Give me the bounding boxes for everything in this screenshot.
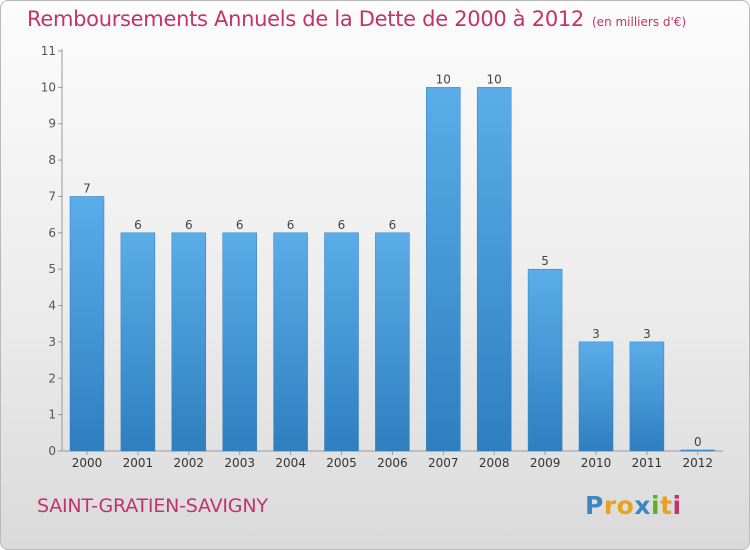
logo-letter: t <box>660 491 673 520</box>
y-tick-label: 10 <box>41 80 56 94</box>
bar-value-label: 3 <box>592 327 600 341</box>
x-tick-label: 2011 <box>632 456 663 470</box>
bar <box>426 87 461 452</box>
bar-value-label: 7 <box>83 181 91 195</box>
commune-name: SAINT-GRATIEN-SAVIGNY <box>37 495 268 517</box>
y-tick-label: 11 <box>41 44 56 58</box>
x-tick-label: 2009 <box>530 456 561 470</box>
y-tick-label: 0 <box>48 444 56 458</box>
bar <box>120 232 156 452</box>
bar <box>578 341 614 452</box>
x-tick-label: 2007 <box>428 456 459 470</box>
bar-value-label: 10 <box>436 72 451 86</box>
chart-title-text: Remboursements Annuels de la Dette de 20… <box>27 7 584 31</box>
bar <box>375 232 410 452</box>
x-tick-label: 2000 <box>72 456 103 470</box>
x-tick-label: 2004 <box>275 456 306 470</box>
bar <box>69 196 105 452</box>
bar-value-label: 6 <box>236 218 244 232</box>
logo-letter: x <box>634 491 651 520</box>
bar <box>527 268 563 452</box>
bar-value-label: 6 <box>287 218 295 232</box>
x-tick-label: 2001 <box>123 456 154 470</box>
y-tick-label: 3 <box>48 335 56 349</box>
x-tick-label: 2005 <box>326 456 357 470</box>
y-tick-label: 7 <box>48 189 56 203</box>
logo-letter: o <box>616 491 635 520</box>
bar <box>171 232 207 452</box>
logo-letter: P <box>585 491 604 520</box>
proxiti-logo: Proxiti <box>585 491 682 520</box>
x-tick-label: 2003 <box>224 456 255 470</box>
y-tick-label: 8 <box>48 153 56 167</box>
bar <box>273 232 308 452</box>
bar-value-label: 10 <box>487 72 502 86</box>
y-tick-label: 2 <box>48 371 56 385</box>
logo-letter: i <box>672 491 682 520</box>
y-tick-label: 4 <box>48 299 56 313</box>
y-tick-label: 6 <box>48 226 56 240</box>
bar-value-label: 6 <box>338 218 346 232</box>
bar <box>476 87 512 452</box>
bar <box>222 232 257 452</box>
bar-value-label: 3 <box>643 327 651 341</box>
bar-value-label: 6 <box>134 218 142 232</box>
x-tick-label: 2006 <box>377 456 408 470</box>
chart-title: Remboursements Annuels de la Dette de 20… <box>27 7 686 31</box>
y-tick-label: 5 <box>48 262 56 276</box>
bar <box>324 232 359 452</box>
bar-value-label: 6 <box>389 218 397 232</box>
y-tick-label: 1 <box>48 408 56 422</box>
bar-value-label: 0 <box>694 435 702 449</box>
x-tick-label: 2010 <box>581 456 612 470</box>
y-tick-label: 9 <box>48 117 56 131</box>
bar-value-label: 6 <box>185 218 193 232</box>
logo-letter: r <box>603 491 617 520</box>
x-tick-label: 2012 <box>683 456 714 470</box>
bar-value-label: 5 <box>541 254 549 268</box>
logo-letter: i <box>651 491 661 520</box>
bar <box>629 341 665 452</box>
bar <box>680 449 716 452</box>
x-tick-label: 2002 <box>174 456 205 470</box>
chart-subtitle: (en milliers d'€) <box>592 15 687 29</box>
x-tick-label: 2008 <box>479 456 510 470</box>
